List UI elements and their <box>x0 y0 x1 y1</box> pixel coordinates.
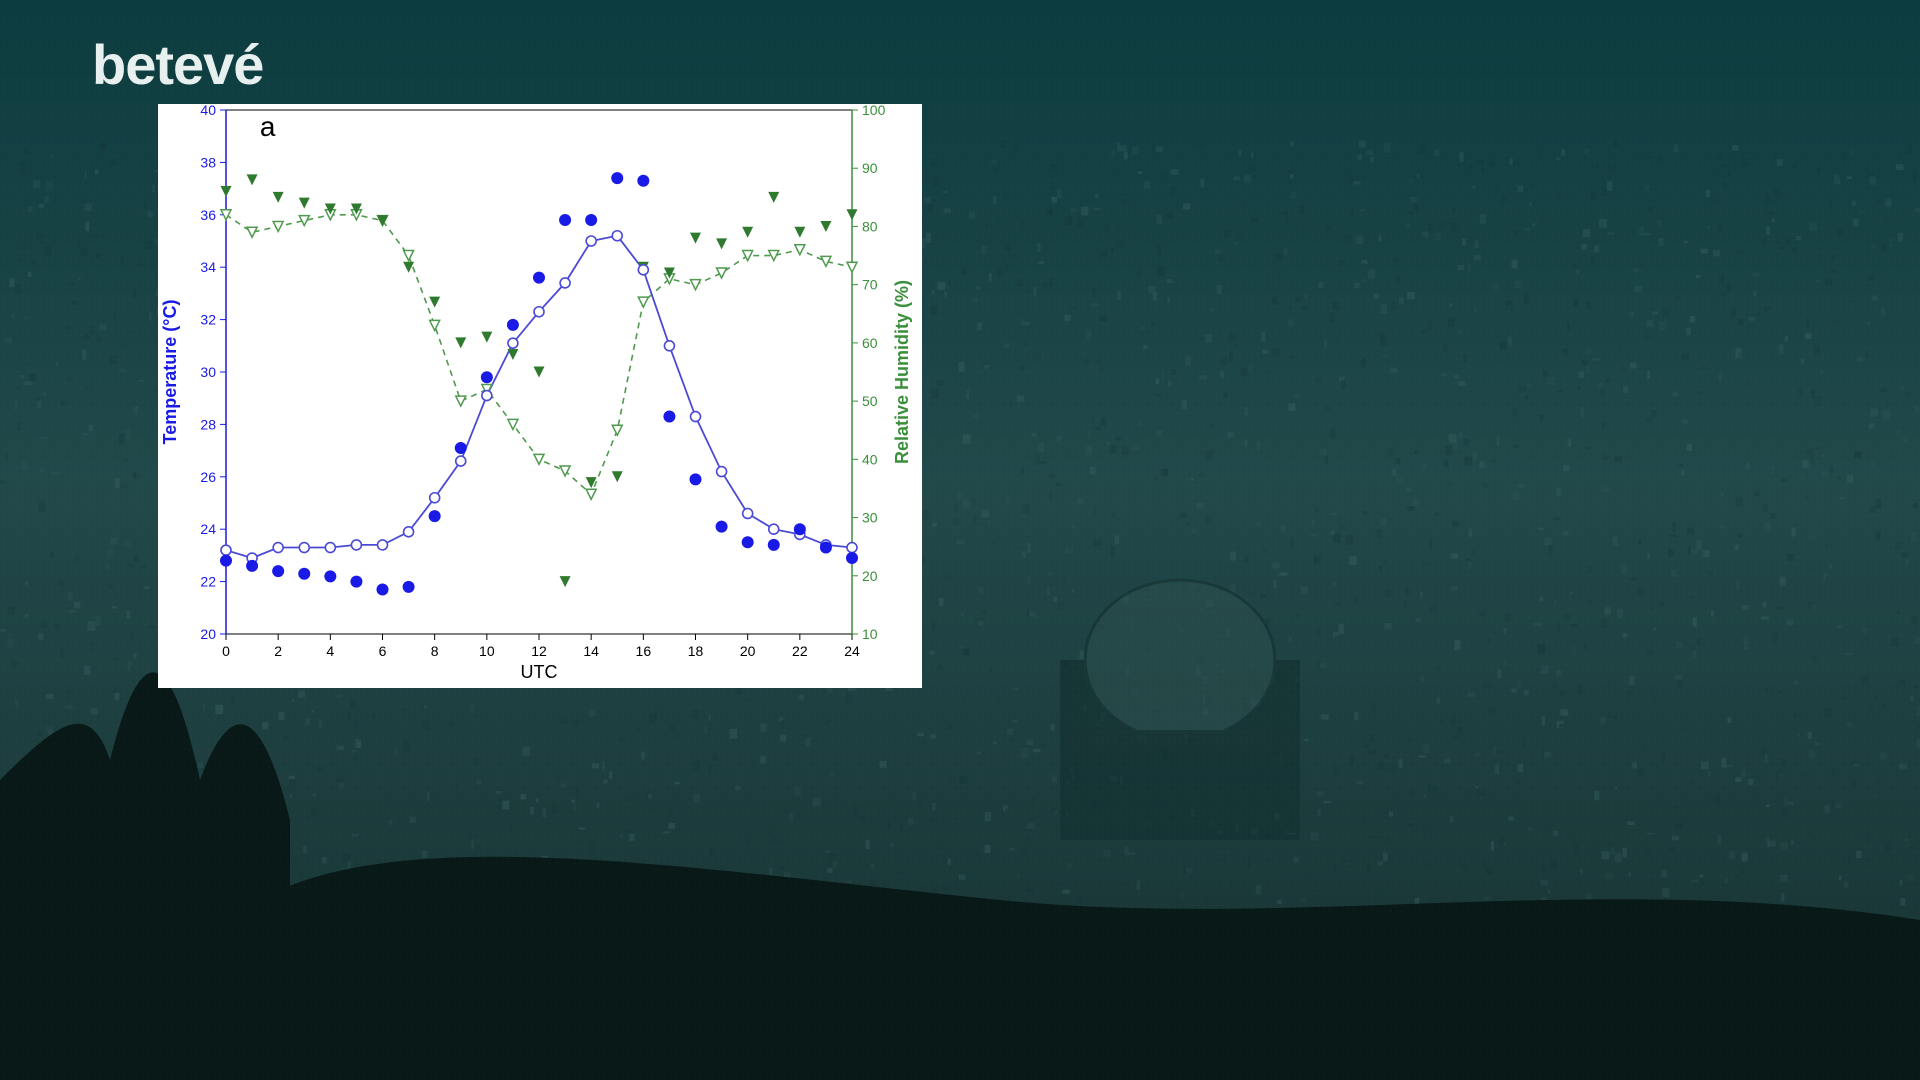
svg-text:Relative Humidity (%): Relative Humidity (%) <box>892 280 912 464</box>
svg-text:2: 2 <box>274 643 282 659</box>
svg-text:20: 20 <box>200 626 216 642</box>
svg-text:24: 24 <box>200 521 216 537</box>
svg-text:28: 28 <box>200 416 216 432</box>
svg-text:32: 32 <box>200 312 216 328</box>
svg-text:40: 40 <box>862 451 878 467</box>
svg-text:Temperature (°C): Temperature (°C) <box>160 300 180 445</box>
video-frame: betevé 024681012141618202224UTC202224262… <box>0 0 1920 1080</box>
svg-text:90: 90 <box>862 160 878 176</box>
svg-text:30: 30 <box>862 510 878 526</box>
svg-text:10: 10 <box>479 643 495 659</box>
svg-text:34: 34 <box>200 259 216 275</box>
svg-text:38: 38 <box>200 154 216 170</box>
svg-text:0: 0 <box>222 643 230 659</box>
svg-text:16: 16 <box>636 643 652 659</box>
svg-text:80: 80 <box>862 218 878 234</box>
svg-text:40: 40 <box>200 104 216 118</box>
svg-text:10: 10 <box>862 626 878 642</box>
svg-text:26: 26 <box>200 469 216 485</box>
svg-text:22: 22 <box>792 643 808 659</box>
svg-text:22: 22 <box>200 574 216 590</box>
svg-text:20: 20 <box>862 568 878 584</box>
svg-text:6: 6 <box>379 643 387 659</box>
svg-text:4: 4 <box>326 643 334 659</box>
svg-text:60: 60 <box>862 335 878 351</box>
dual-axis-chart: 024681012141618202224UTC2022242628303234… <box>158 104 922 688</box>
svg-text:24: 24 <box>844 643 860 659</box>
svg-text:50: 50 <box>862 393 878 409</box>
svg-text:20: 20 <box>740 643 756 659</box>
chart-panel: 024681012141618202224UTC2022242628303234… <box>158 104 922 688</box>
svg-text:36: 36 <box>200 207 216 223</box>
svg-text:30: 30 <box>200 364 216 380</box>
svg-text:100: 100 <box>862 104 886 118</box>
svg-text:70: 70 <box>862 277 878 293</box>
svg-text:12: 12 <box>531 643 547 659</box>
svg-text:UTC: UTC <box>521 662 558 682</box>
svg-text:14: 14 <box>583 643 599 659</box>
svg-text:a: a <box>260 111 276 142</box>
svg-text:8: 8 <box>431 643 439 659</box>
svg-text:18: 18 <box>688 643 704 659</box>
brand-logo: betevé <box>92 32 263 97</box>
